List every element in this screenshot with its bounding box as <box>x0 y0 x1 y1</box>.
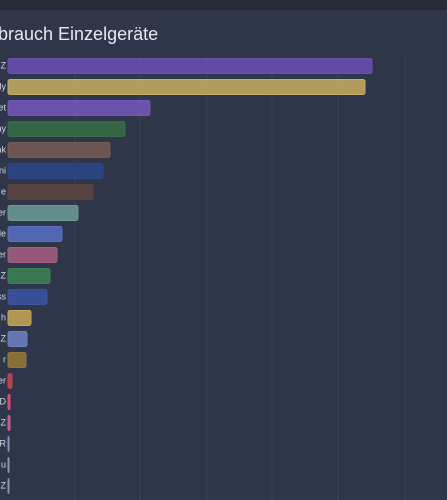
y-tick-label: ly <box>0 81 6 91</box>
y-tick-label: et <box>0 102 6 112</box>
bar <box>7 268 51 284</box>
top-bar <box>0 0 447 10</box>
y-tick-label: h <box>1 312 6 322</box>
bar <box>7 352 27 368</box>
y-tick-label: Z <box>1 417 7 427</box>
y-tick-label: er <box>0 207 6 217</box>
y-tick-label: R <box>0 438 7 448</box>
y-tick-label: er <box>0 375 6 385</box>
panel-title: brauch Einzelgeräte <box>0 24 158 44</box>
y-tick-label: ss <box>0 291 7 301</box>
bar <box>7 79 366 95</box>
y-tick-label: Z <box>1 333 7 343</box>
grid <box>74 56 406 500</box>
bar <box>7 163 104 179</box>
bar <box>7 142 111 158</box>
bar <box>7 457 10 473</box>
bar <box>7 100 151 116</box>
y-tick-label: er <box>0 249 6 259</box>
bar <box>7 247 58 263</box>
y-tick-label: Z <box>1 480 7 490</box>
bar <box>7 205 79 221</box>
bar <box>7 331 28 347</box>
bar <box>7 415 11 431</box>
y-tick-label: Z <box>1 270 7 280</box>
y-tick-label: ay <box>0 123 6 133</box>
bar <box>7 184 94 200</box>
bar <box>7 121 126 137</box>
bar <box>7 289 48 305</box>
y-tick-label: Z <box>1 60 7 70</box>
y-tick-label: ni <box>0 165 6 175</box>
y-tick-label: r <box>3 354 6 364</box>
y-tick-label: le <box>0 228 6 238</box>
bar <box>7 394 11 410</box>
bar <box>7 436 10 452</box>
y-tick-label: e <box>1 186 6 196</box>
bar <box>7 226 63 242</box>
bar <box>7 310 32 326</box>
bar <box>7 58 373 74</box>
y-tick-label: ak <box>0 144 6 154</box>
bar <box>7 478 10 494</box>
y-tick-label: D <box>0 396 7 406</box>
y-tick-label: u <box>1 459 6 469</box>
bar <box>7 373 13 389</box>
